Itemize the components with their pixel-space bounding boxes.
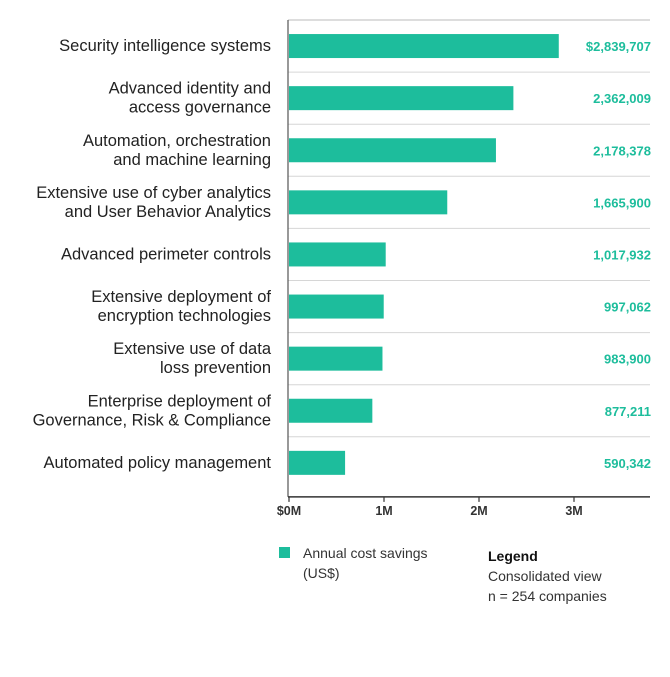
category-label: Extensive deployment of [91,288,271,306]
category-label: and User Behavior Analytics [65,203,271,221]
category-label: encryption technologies [98,307,271,325]
bar [289,346,383,371]
bar [289,450,346,475]
bar-chart: Security intelligence systems $2,839,707 A… [33,19,651,518]
category-label: access governance [129,99,271,117]
x-tick-label: 2M [470,504,487,518]
value-label: 1,017,932 [593,247,651,262]
legend-series-label: Annual cost savings (US$) [303,545,428,581]
category-label: loss prevention [160,359,271,377]
bar [289,86,514,111]
legend-swatch [279,547,290,558]
value-label: $2,839,707 [586,39,651,54]
category-label: Governance, Risk & Compliance [33,411,271,429]
category-label: Security intelligence systems [59,37,271,55]
note-line-2: n = 254 companies [488,588,607,604]
value-label: 983,900 [604,352,651,367]
category-label: Extensive use of data [113,340,272,358]
value-label: 2,178,378 [593,143,651,158]
note-title: Legend [488,548,538,564]
bar [289,138,496,163]
bar [289,190,448,215]
x-tick-label: 1M [375,504,392,518]
category-label: Extensive use of cyber analytics [36,184,271,202]
value-label: 590,342 [604,456,651,471]
value-label: 997,062 [604,300,651,315]
value-label: 2,362,009 [593,91,651,106]
x-tick-label: 3M [565,504,582,518]
category-label: Advanced identity and [109,80,271,98]
category-label: Automation, orchestration [83,132,271,150]
category-label: Enterprise deployment of [88,392,272,410]
category-label: Advanced perimeter controls [61,245,271,263]
bar [289,294,384,319]
bar [289,34,559,59]
note-line-1: Consolidated view [488,568,602,584]
category-label: Automated policy management [44,454,272,472]
value-label: 877,211 [605,404,651,419]
category-label: and machine learning [113,151,271,169]
bar [289,242,386,267]
value-label: 1,665,900 [593,195,651,210]
bar [289,398,373,423]
chart-note: Legend Consolidated view n = 254 compani… [488,546,663,606]
x-tick-label: $0M [277,504,301,518]
